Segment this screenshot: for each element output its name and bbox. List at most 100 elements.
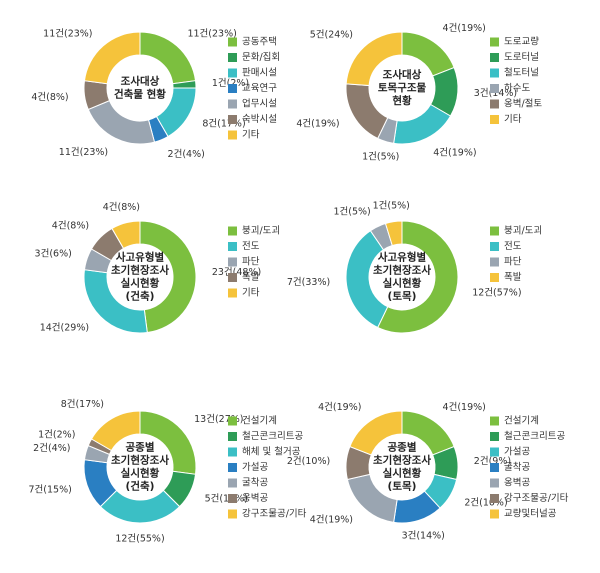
legend-swatch <box>228 130 237 140</box>
legend-swatch <box>228 463 237 472</box>
value-label: 5건(24%) <box>310 30 353 41</box>
legend-swatch <box>228 99 237 109</box>
value-label: 7건(15%) <box>29 485 72 496</box>
legend-label: 붕괴/도괴 <box>504 226 542 237</box>
value-label: 14건(29%) <box>40 322 89 333</box>
value-label: 2건(4%) <box>33 443 70 454</box>
legend-swatch <box>228 84 237 93</box>
value-label: 13건(27%) <box>194 414 243 425</box>
legend-label: 강구조물공/기타 <box>504 493 569 504</box>
legend-swatch <box>228 242 237 251</box>
legend-swatch <box>228 478 237 488</box>
legend-swatch <box>228 115 237 124</box>
legend-label: 도로교량 <box>504 36 539 48</box>
legend-swatch <box>490 84 499 93</box>
value-label: 4건(8%) <box>103 202 140 213</box>
value-label: 4건(8%) <box>52 221 89 232</box>
legend-swatch <box>228 416 237 426</box>
value-label: 2건(10%) <box>287 456 330 467</box>
donut-slice <box>111 220 141 250</box>
value-label: 23건(48%) <box>212 267 261 278</box>
legend-swatch <box>490 273 499 282</box>
center-label: (토목) <box>388 481 417 493</box>
center-label: 실시현황 <box>383 277 422 290</box>
legend-label: 판매시설 <box>242 68 277 79</box>
legend-label: 굴착공 <box>242 478 268 489</box>
donut-slice <box>87 99 156 145</box>
legend-label: 숙박시설 <box>242 114 277 125</box>
legend-swatch <box>228 68 237 78</box>
legend-swatch <box>490 447 499 457</box>
legend-swatch <box>490 432 499 441</box>
legend-swatch <box>228 53 237 62</box>
value-label: 2건(4%) <box>168 149 205 160</box>
legend-label: 강구조물공/기타 <box>242 509 307 520</box>
value-label: 8건(17%) <box>202 119 245 130</box>
value-label: 4건(19%) <box>443 23 486 34</box>
legend-label: 업무시설 <box>242 98 277 110</box>
value-label: 8건(17%) <box>61 399 104 410</box>
center-label: 조사대상 <box>121 75 160 88</box>
donut-slice <box>384 220 403 247</box>
legend-swatch <box>490 99 499 109</box>
legend-swatch <box>490 115 499 124</box>
center-label: 토목구조물 <box>378 82 427 94</box>
donut-slice <box>345 31 403 87</box>
value-label: 7건(33%) <box>287 277 330 288</box>
legend-label: 철도터널 <box>504 68 539 79</box>
center-label: 실시현황 <box>383 467 422 480</box>
center-label: (건축) <box>126 480 155 493</box>
legend-swatch <box>228 494 237 503</box>
legend-label: 옹벽공 <box>242 493 268 504</box>
legend-swatch <box>228 447 237 457</box>
value-label: 12건(55%) <box>115 534 164 545</box>
value-label: 3건(14%) <box>402 530 445 541</box>
legend-label: 전도 <box>242 241 260 252</box>
value-label: 2건(9%) <box>474 456 511 467</box>
legend-label: 철근콘크리트공 <box>504 431 565 442</box>
legend-label: 옹벽/절토 <box>504 98 542 110</box>
legend-swatch <box>490 463 499 472</box>
value-label: 3건(14%) <box>474 88 517 99</box>
value-label: 1건(2%) <box>212 78 249 89</box>
donut-slice <box>83 31 141 85</box>
value-label: 1건(5%) <box>362 151 399 162</box>
donut-slice <box>139 220 197 334</box>
legend-swatch <box>490 37 499 47</box>
legend-label: 가설공 <box>242 462 268 473</box>
value-label: 2건(10%) <box>464 498 507 509</box>
value-label: 12건(57%) <box>472 288 521 299</box>
donut-slice <box>90 410 141 452</box>
legend-label: 폭발 <box>504 272 522 283</box>
legend-swatch <box>490 257 499 267</box>
center-label: 초기현장조사 <box>373 264 431 277</box>
legend-swatch <box>228 226 237 236</box>
value-label: 11건(23%) <box>43 28 92 39</box>
legend-label: 파단 <box>504 257 522 268</box>
legend-label: 붕괴/도괴 <box>242 226 280 237</box>
center-label: 실시현황 <box>121 277 160 290</box>
value-label: 4건(19%) <box>310 514 353 525</box>
legend-swatch <box>490 478 499 488</box>
legend-label: 철근콘크리트공 <box>242 431 303 442</box>
value-label: 1건(2%) <box>38 430 75 441</box>
value-label: 3건(6%) <box>35 248 72 259</box>
legend-label: 기타 <box>242 130 260 141</box>
legend-label: 공동주택 <box>242 37 277 48</box>
legend-label: 기타 <box>504 114 522 125</box>
legend-label: 건설기계 <box>504 415 539 427</box>
legend-swatch <box>490 53 499 62</box>
value-label: 4건(19%) <box>433 147 476 158</box>
center-label: 조사대상 <box>383 68 422 81</box>
legend-swatch <box>490 226 499 236</box>
legend-label: 문화/집회 <box>242 51 280 63</box>
legend-swatch <box>228 509 237 519</box>
value-label: 1건(5%) <box>373 200 410 211</box>
legend-swatch <box>228 273 237 282</box>
center-label: (토목) <box>388 291 417 303</box>
legend-label: 해체 및 철거공 <box>242 446 301 458</box>
legend-swatch <box>228 432 237 441</box>
donut-slice <box>349 410 403 456</box>
legend-swatch <box>490 416 499 426</box>
legend-label: 교량및터널공 <box>504 508 557 520</box>
